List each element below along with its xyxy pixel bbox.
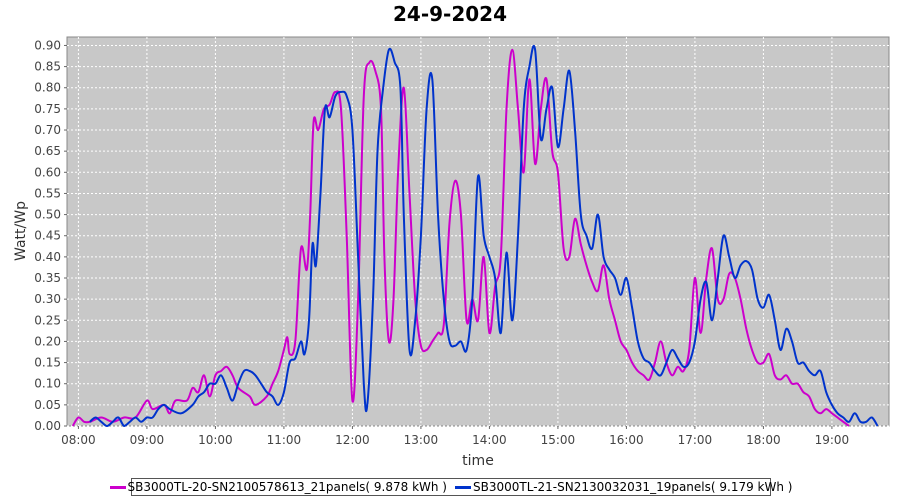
series-line-2: [89, 44, 879, 427]
y-tick-label: 0.15: [34, 356, 61, 370]
y-tick-label: 0.20: [34, 334, 61, 348]
y-tick-label: 0.40: [34, 250, 61, 264]
x-tick-label: 17:00: [678, 433, 713, 447]
chart-legend: SB3000TL-20-SN2100578613_21panels( 9.878…: [109, 478, 792, 496]
y-tick-label: 0.65: [34, 144, 61, 158]
y-tick-label: 0.55: [34, 186, 61, 200]
x-tick-label: 13:00: [404, 433, 439, 447]
x-axis-label: time: [462, 453, 494, 469]
x-tick-label: 11:00: [267, 433, 302, 447]
series-layer: [71, 44, 879, 427]
chart-title: 24-9-2024: [393, 2, 507, 26]
grid-lines: [67, 37, 889, 427]
x-tick-label: 18:00: [746, 433, 781, 447]
y-tick-label: 0.80: [34, 81, 61, 95]
x-tick-label: 08:00: [61, 433, 96, 447]
x-tick-label: 19:00: [815, 433, 850, 447]
y-axis-ticks: 0.00 0.05 0.10 0.15 0.20 0.25 0.30 0.35 0.40 0.45…: [34, 38, 67, 433]
y-tick-label: 0.05: [34, 398, 61, 412]
legend-item-series-2: SB3000TL-21-SN2130032031_19panels( 9.179…: [455, 480, 792, 494]
y-axis-label: Watt/Wp: [13, 201, 29, 261]
y-tick-label: 0.60: [34, 165, 61, 179]
y-tick-label: 0.35: [34, 271, 61, 285]
y-tick-label: 0.70: [34, 123, 61, 137]
x-axis-ticks: 08:00 09:00 10:00 11:00 12:00 13:00 14:00 15:00…: [61, 426, 849, 447]
plot-area: [66, 36, 890, 427]
x-tick-label: 16:00: [609, 433, 644, 447]
legend-label-1: SB3000TL-20-SN2100578613_21panels( 9.878…: [127, 480, 447, 494]
series-line-1: [71, 48, 850, 427]
x-tick-label: 14:00: [472, 433, 507, 447]
legend-item-series-1: SB3000TL-20-SN2100578613_21panels( 9.878…: [109, 480, 447, 494]
legend-label-2: SB3000TL-21-SN2130032031_19panels( 9.179…: [473, 480, 793, 494]
y-tick-label: 0.90: [34, 38, 61, 52]
y-tick-label: 0.00: [34, 419, 61, 433]
legend-swatch-1: [109, 485, 126, 489]
y-tick-label: 0.25: [34, 313, 61, 327]
y-tick-label: 0.30: [34, 292, 61, 306]
x-tick-label: 09:00: [130, 433, 165, 447]
y-tick-label: 0.50: [34, 208, 61, 222]
legend-swatch-2: [455, 485, 471, 489]
x-tick-label: 10:00: [198, 433, 233, 447]
y-tick-label: 0.75: [34, 102, 61, 116]
y-tick-label: 0.85: [34, 60, 61, 74]
x-tick-label: 15:00: [541, 433, 576, 447]
x-tick-label: 12:00: [335, 433, 370, 447]
y-tick-label: 0.10: [34, 377, 61, 391]
y-tick-label: 0.45: [34, 229, 61, 243]
